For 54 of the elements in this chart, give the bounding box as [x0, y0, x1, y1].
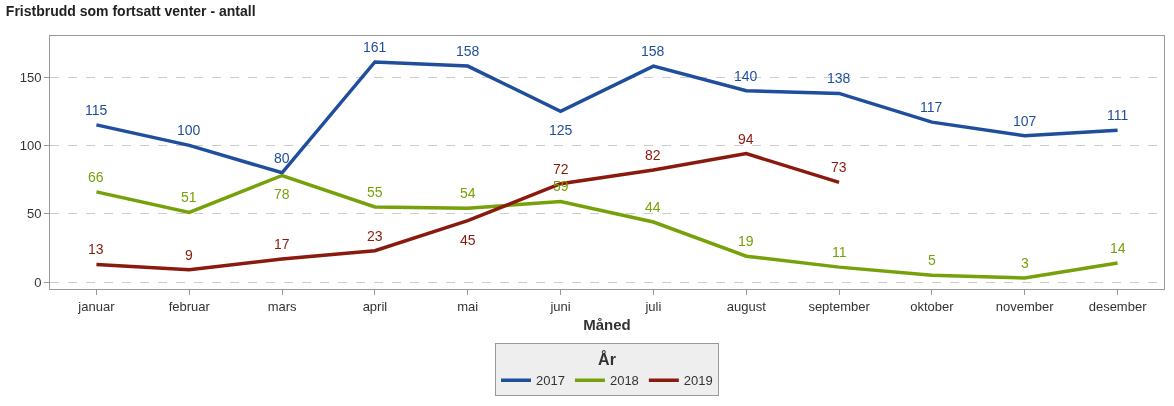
- legend-title: År: [598, 350, 616, 369]
- x-tick-label: oktober: [910, 298, 955, 314]
- x-tick-label: mars: [267, 298, 298, 314]
- data-label: 140: [734, 68, 758, 84]
- data-label: 14: [1110, 240, 1126, 256]
- x-tick-label: august: [726, 298, 767, 314]
- chart-title: Fristbrudd som fortsatt venter - antall: [5, 2, 256, 19]
- data-label: 73: [831, 159, 847, 175]
- data-label: 44: [645, 199, 661, 215]
- x-tick-label: februar: [168, 298, 211, 314]
- legend-label: 2018: [609, 373, 639, 389]
- data-label: 117: [920, 99, 943, 115]
- data-label: 45: [460, 232, 476, 248]
- data-label: 161: [363, 39, 387, 55]
- data-label: 115: [85, 102, 108, 118]
- data-label: 55: [367, 184, 383, 200]
- data-label: 80: [274, 150, 290, 166]
- data-label: 19: [738, 233, 754, 249]
- x-axis-title: Måned: [583, 315, 631, 333]
- data-label: 9: [185, 247, 193, 263]
- x-tick-label: mai: [457, 298, 479, 314]
- data-label: 125: [549, 122, 573, 138]
- y-tick-label: 100: [19, 137, 42, 153]
- data-label: 23: [367, 228, 383, 244]
- y-tick-label: 0: [34, 274, 42, 290]
- y-tick-label: 150: [19, 69, 42, 85]
- x-tick-label: desember: [1088, 298, 1148, 314]
- data-label: 94: [738, 131, 754, 147]
- data-label: 3: [1021, 255, 1029, 271]
- x-tick-label: september: [808, 298, 871, 314]
- x-tick-label: november: [995, 298, 1055, 314]
- data-label: 66: [88, 169, 104, 185]
- data-label: 51: [181, 189, 197, 205]
- data-label: 111: [1107, 107, 1129, 123]
- data-label: 17: [274, 236, 290, 252]
- data-label: 158: [641, 43, 665, 59]
- data-label: 107: [1013, 113, 1037, 129]
- x-tick-label: april: [362, 298, 388, 314]
- data-label: 78: [274, 186, 290, 202]
- legend-label: 2019: [683, 373, 713, 389]
- data-label: 138: [827, 70, 851, 86]
- data-label: 11: [832, 244, 847, 260]
- x-tick-label: januar: [77, 298, 116, 314]
- data-label: 100: [177, 122, 201, 138]
- data-label: 13: [88, 241, 104, 257]
- data-label: 5: [928, 252, 936, 268]
- legend-label: 2017: [536, 373, 565, 389]
- x-tick-label: juli: [644, 298, 662, 314]
- data-label: 82: [645, 147, 661, 163]
- data-label: 158: [456, 43, 480, 59]
- y-tick-label: 50: [26, 206, 42, 222]
- data-label: 72: [553, 161, 569, 177]
- data-label: 54: [460, 185, 476, 201]
- x-tick-label: juni: [549, 298, 571, 314]
